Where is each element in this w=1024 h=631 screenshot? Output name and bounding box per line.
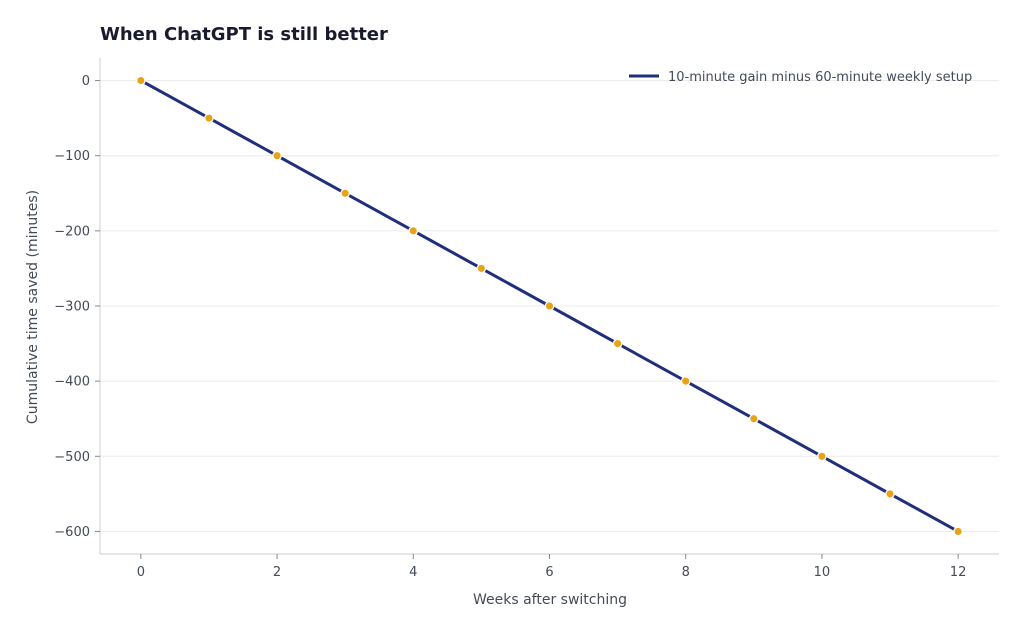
data-point [817, 451, 827, 462]
data-point [476, 263, 487, 274]
y-tick-label: −200 [54, 224, 90, 239]
data-point [953, 526, 963, 537]
y-axis-label: Cumulative time saved (minutes) [25, 190, 41, 424]
y-tick-label: −500 [54, 450, 90, 465]
x-tick-label: 2 [273, 565, 281, 580]
x-tick-label: 12 [950, 565, 967, 580]
x-axis-ticks: 0 2 4 6 8 10 12 [137, 554, 967, 580]
data-point [612, 338, 623, 349]
data-point [680, 376, 691, 387]
legend: 10-minute gain minus 60-minute weekly se… [629, 70, 972, 85]
data-point [204, 113, 214, 123]
grid-lines [100, 80, 999, 532]
data-point [748, 413, 759, 424]
y-tick-label: −400 [54, 375, 90, 390]
y-tick-label: −100 [54, 149, 90, 164]
x-tick-label: 10 [814, 565, 831, 580]
data-point [272, 150, 282, 161]
data-point [885, 489, 895, 499]
data-point [408, 225, 419, 236]
series-group [136, 75, 963, 537]
x-tick-label: 4 [409, 565, 417, 580]
y-axis-ticks: 0 −100 −200 −300 −400 −500 −600 [54, 74, 100, 540]
y-tick-label: −300 [54, 300, 90, 315]
legend-label: 10-minute gain minus 60-minute weekly se… [668, 70, 972, 85]
x-axis-label: Weeks after switching [473, 592, 627, 608]
x-tick-label: 0 [137, 565, 145, 580]
data-point [340, 188, 351, 199]
y-tick-label: 0 [82, 74, 90, 89]
x-tick-label: 6 [545, 565, 553, 580]
x-tick-label: 8 [682, 565, 690, 580]
chart-title: When ChatGPT is still better [100, 24, 388, 45]
data-point [136, 75, 146, 86]
data-point [544, 301, 555, 311]
y-tick-label: −600 [54, 525, 90, 540]
